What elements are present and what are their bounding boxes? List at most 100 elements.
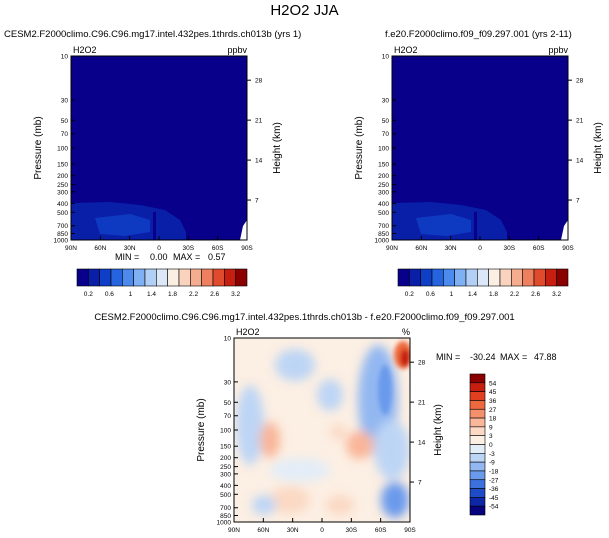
colorbar-label: 2.6 xyxy=(210,291,219,298)
y-tick-label: 300 xyxy=(220,471,231,478)
panel1-units: ppbv xyxy=(227,45,247,55)
x-tick-label: 60S xyxy=(533,245,545,252)
y-tick-label: 100 xyxy=(220,428,231,435)
y-tick-label: 70 xyxy=(382,131,390,138)
y-tick-label: 250 xyxy=(220,464,231,471)
x-tick-label: 90N xyxy=(228,527,240,534)
panel1-ylabel: Pressure (mb) xyxy=(33,116,44,179)
panel1-axes: 1030507010015020025030040050070085010002… xyxy=(54,54,263,253)
panel3-max-label: MAX = xyxy=(500,352,527,362)
colorbar-label: 1.4 xyxy=(147,291,156,298)
x-tick-label: 0 xyxy=(478,245,482,252)
panel2-field xyxy=(392,56,568,240)
panel3-max: 47.88 xyxy=(534,352,557,362)
y-right-tick-label: 28 xyxy=(576,78,584,85)
x-tick-label: 60N xyxy=(257,527,269,534)
colorbar-label: 3.2 xyxy=(231,291,240,298)
panel1-colorbar: 0.2 0.6 1 1.4 1.8 2.2 2.6 3.2 xyxy=(76,268,248,298)
colorbar-swatch xyxy=(212,268,225,287)
panel1-min: 0.00 xyxy=(150,252,168,262)
colorbar-label: 2.2 xyxy=(189,291,198,298)
colorbar-swatch xyxy=(469,417,486,428)
colorbar-label: 0.6 xyxy=(426,291,435,298)
colorbar-swatch xyxy=(469,453,486,463)
colorbar-swatch xyxy=(178,268,191,287)
colorbar-swatch xyxy=(499,268,512,287)
colorbar-label: 27 xyxy=(489,407,497,414)
colorbar-label: 0.2 xyxy=(84,291,93,298)
y-tick-label: 1000 xyxy=(217,520,232,527)
colorbar-swatch xyxy=(167,268,180,287)
y-tick-label: 150 xyxy=(57,162,68,169)
y-tick-label: 150 xyxy=(220,444,231,451)
x-tick-label: 60N xyxy=(415,245,427,252)
y-right-tick-label: 28 xyxy=(255,78,263,85)
y-tick-label: 850 xyxy=(220,513,231,520)
colorbar-swatch xyxy=(88,268,100,287)
panel1-ylabel-right: Height (km) xyxy=(272,122,283,174)
y-tick-label: 500 xyxy=(378,210,389,217)
colorbar-swatch xyxy=(443,268,455,287)
x-tick-label: 60S xyxy=(375,527,387,534)
y-right-tick-label: 7 xyxy=(418,480,422,487)
colorbar-swatch xyxy=(469,479,486,489)
panel3-var: H2O2 xyxy=(236,327,260,337)
colorbar-swatch xyxy=(488,268,501,287)
colorbar-swatch xyxy=(469,391,486,401)
panel1-max-label: MAX = xyxy=(173,252,200,262)
colorbar-swatch xyxy=(469,461,486,472)
colorbar-swatch xyxy=(469,505,486,516)
y-tick-label: 50 xyxy=(61,118,69,125)
colorbar-label: 9 xyxy=(489,424,493,431)
colorbar-swatch xyxy=(235,268,248,287)
colorbar-swatch xyxy=(545,268,557,287)
colorbar-label: -36 xyxy=(489,486,499,493)
panel1-var: H2O2 xyxy=(73,45,97,55)
y-tick-label: 50 xyxy=(382,118,390,125)
y-tick-label: 30 xyxy=(61,97,69,104)
y-tick-label: 400 xyxy=(378,201,389,208)
y-tick-label: 200 xyxy=(378,173,389,180)
colorbar-swatch xyxy=(99,268,112,287)
y-tick-label: 400 xyxy=(57,201,68,208)
panel3-colorbar: 54 45 36 27 189 3 0 -3 -9-18 -27 -36 -45 -54 xyxy=(469,373,499,516)
x-tick-label: 0 xyxy=(320,527,324,534)
y-tick-label: 10 xyxy=(61,54,69,61)
colorbar-label: 36 xyxy=(489,398,497,405)
colorbar-swatch xyxy=(454,268,467,287)
colorbar-swatch xyxy=(469,435,486,445)
y-tick-label: 500 xyxy=(57,210,68,217)
panel3-axes: 1030507010015020025030040050070085010002… xyxy=(217,336,426,535)
colorbar-label: 1 xyxy=(450,291,454,298)
y-tick-label: 850 xyxy=(378,231,389,238)
panel2-units: ppbv xyxy=(548,45,568,55)
y-tick-label: 1000 xyxy=(375,238,390,245)
panel2-colorbar: 0.2 0.6 1 1.4 1.8 2.2 2.6 3.2 xyxy=(397,268,569,298)
panel3-min: -30.24 xyxy=(470,352,496,362)
x-tick-label: 30S xyxy=(504,245,516,252)
colorbar-swatch xyxy=(409,268,421,287)
colorbar-label: -45 xyxy=(489,495,499,502)
page-title: H2O2 JJA xyxy=(270,2,339,19)
x-tick-label: 30S xyxy=(346,527,358,534)
colorbar-swatch xyxy=(76,268,89,287)
x-tick-label: 30N xyxy=(124,245,136,252)
y-right-tick-label: 7 xyxy=(576,198,580,205)
panel2-var: H2O2 xyxy=(394,45,418,55)
colorbar-swatch xyxy=(469,373,486,384)
colorbar-label: 54 xyxy=(489,380,497,387)
y-tick-label: 50 xyxy=(224,400,232,407)
x-tick-label: 0 xyxy=(157,245,161,252)
colorbar-label: -9 xyxy=(489,460,495,467)
panel2-ylabel-right: Height (km) xyxy=(593,122,604,174)
colorbar-swatch xyxy=(133,268,146,287)
y-tick-label: 200 xyxy=(220,455,231,462)
colorbar-label: 2.2 xyxy=(510,291,519,298)
y-right-tick-label: 14 xyxy=(255,158,263,165)
y-right-tick-label: 21 xyxy=(418,400,426,407)
y-tick-label: 300 xyxy=(378,189,389,196)
y-right-tick-label: 21 xyxy=(576,118,584,125)
colorbar-label: 1.8 xyxy=(168,291,177,298)
panel2-axes: 1030507010015020025030040050070085010002… xyxy=(375,54,584,253)
